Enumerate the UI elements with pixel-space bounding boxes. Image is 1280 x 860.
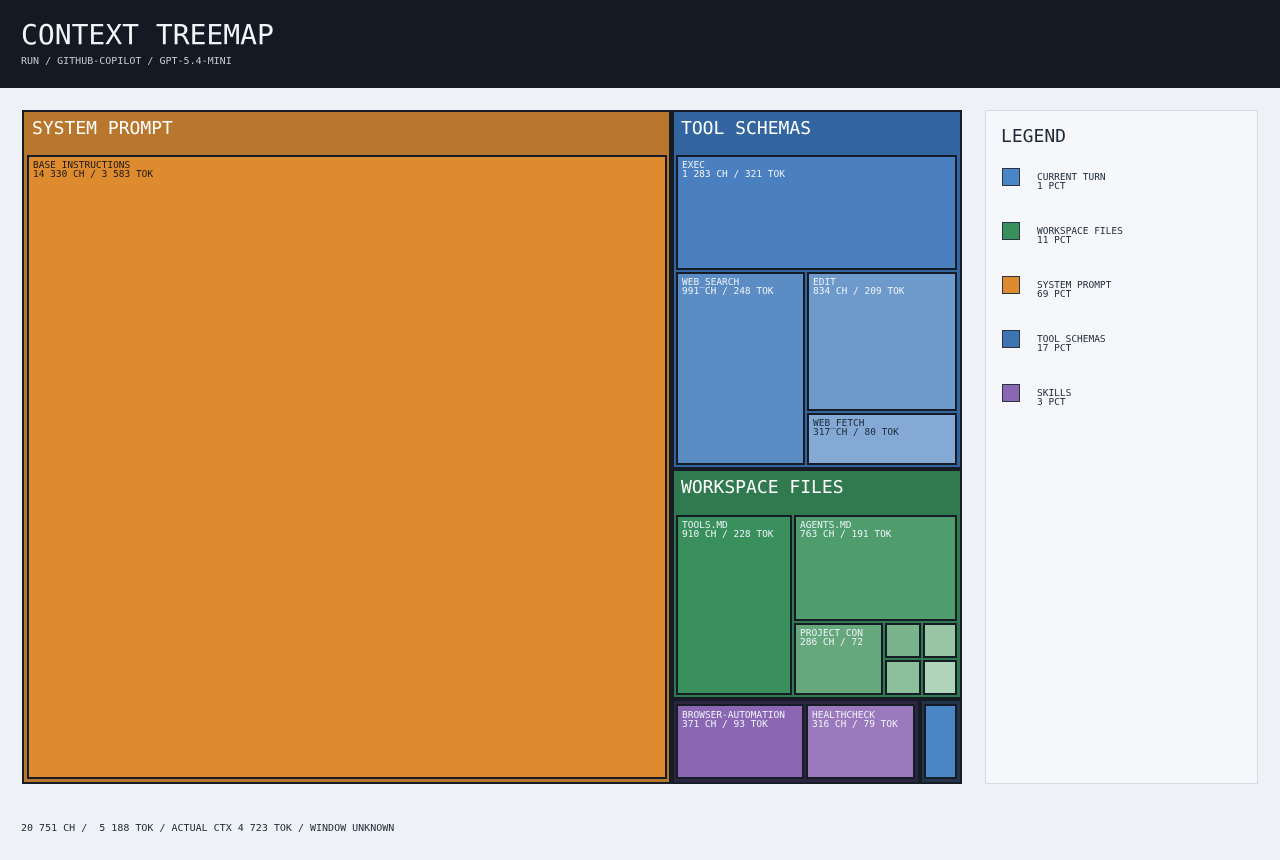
- leaf-name: TOOLS.MD: [682, 520, 728, 531]
- leaf: [794, 623, 883, 695]
- leaf: [807, 272, 957, 411]
- leaf: [923, 660, 957, 695]
- legend-label: SYSTEM PROMPT: [1037, 280, 1112, 291]
- leaf: [807, 413, 957, 465]
- legend-label: CURRENT TURN: [1037, 172, 1106, 183]
- leaf: [923, 623, 957, 658]
- leaf: [676, 515, 792, 695]
- legend-title: LEGEND: [1001, 126, 1066, 147]
- leaf: [806, 704, 915, 779]
- leaf-detail: 317 CH / 80 TOK: [813, 427, 899, 438]
- leaf-detail: 286 CH / 72: [800, 637, 863, 648]
- legend-detail: 17 PCT: [1037, 343, 1072, 354]
- leaf: [885, 623, 921, 658]
- legend-detail: 11 PCT: [1037, 235, 1072, 246]
- leaf-name: BROWSER-AUTOMATION: [682, 710, 785, 721]
- leaf: [885, 660, 921, 695]
- leaf-name: EDIT: [813, 277, 836, 288]
- leaf-detail: 1 283 CH / 321 TOK: [682, 169, 785, 180]
- leaf-name: BASE INSTRUCTIONS: [33, 160, 131, 171]
- legend-label: WORKSPACE FILES: [1037, 226, 1123, 237]
- header-bar: [0, 0, 1280, 88]
- leaf-name: PROJECT CON: [800, 628, 863, 639]
- leaf-detail: 371 CH / 93 TOK: [682, 719, 768, 730]
- leaf-name: EXEC: [682, 160, 705, 171]
- legend-detail: 69 PCT: [1037, 289, 1072, 300]
- leaf-detail: 834 CH / 209 TOK: [813, 286, 905, 297]
- group-label: WORKSPACE FILES: [681, 477, 844, 498]
- page-title: CONTEXT TREEMAP: [21, 18, 274, 51]
- legend-detail: 1 PCT: [1037, 181, 1066, 192]
- page-subtitle: RUN / GITHUB-COPILOT / GPT-5.4-MINI: [21, 56, 232, 67]
- leaf-detail: 991 CH / 248 TOK: [682, 286, 774, 297]
- leaf-detail: 910 CH / 228 TOK: [682, 529, 774, 540]
- leaf: [676, 272, 805, 465]
- leaf: [794, 515, 957, 621]
- legend-swatch: [1002, 330, 1020, 348]
- legend-panel: [985, 110, 1258, 784]
- leaf-detail: 763 CH / 191 TOK: [800, 529, 892, 540]
- leaf-name: WEB_SEARCH: [682, 277, 739, 288]
- legend-swatch: [1002, 168, 1020, 186]
- footer-summary: 20 751 CH / 5 188 TOK / ACTUAL CTX 4 723…: [21, 823, 394, 834]
- leaf: [924, 704, 957, 779]
- leaf-detail: 316 CH / 79 TOK: [812, 719, 898, 730]
- leaf: [676, 704, 804, 779]
- leaf-name: WEB_FETCH: [813, 418, 865, 429]
- leaf-name: AGENTS.MD: [800, 520, 852, 531]
- group-label: SYSTEM PROMPT: [32, 118, 173, 139]
- legend-detail: 3 PCT: [1037, 397, 1066, 408]
- leaf-name: HEALTHCHECK: [812, 710, 875, 721]
- legend-label: TOOL SCHEMAS: [1037, 334, 1106, 345]
- legend-label: SKILLS: [1037, 388, 1072, 399]
- leaf-detail: 14 330 CH / 3 583 TOK: [33, 169, 153, 180]
- leaf: [27, 155, 667, 779]
- legend-swatch: [1002, 222, 1020, 240]
- legend-swatch: [1002, 384, 1020, 402]
- leaf: [676, 155, 957, 270]
- group-label: TOOL SCHEMAS: [681, 118, 811, 139]
- legend-swatch: [1002, 276, 1020, 294]
